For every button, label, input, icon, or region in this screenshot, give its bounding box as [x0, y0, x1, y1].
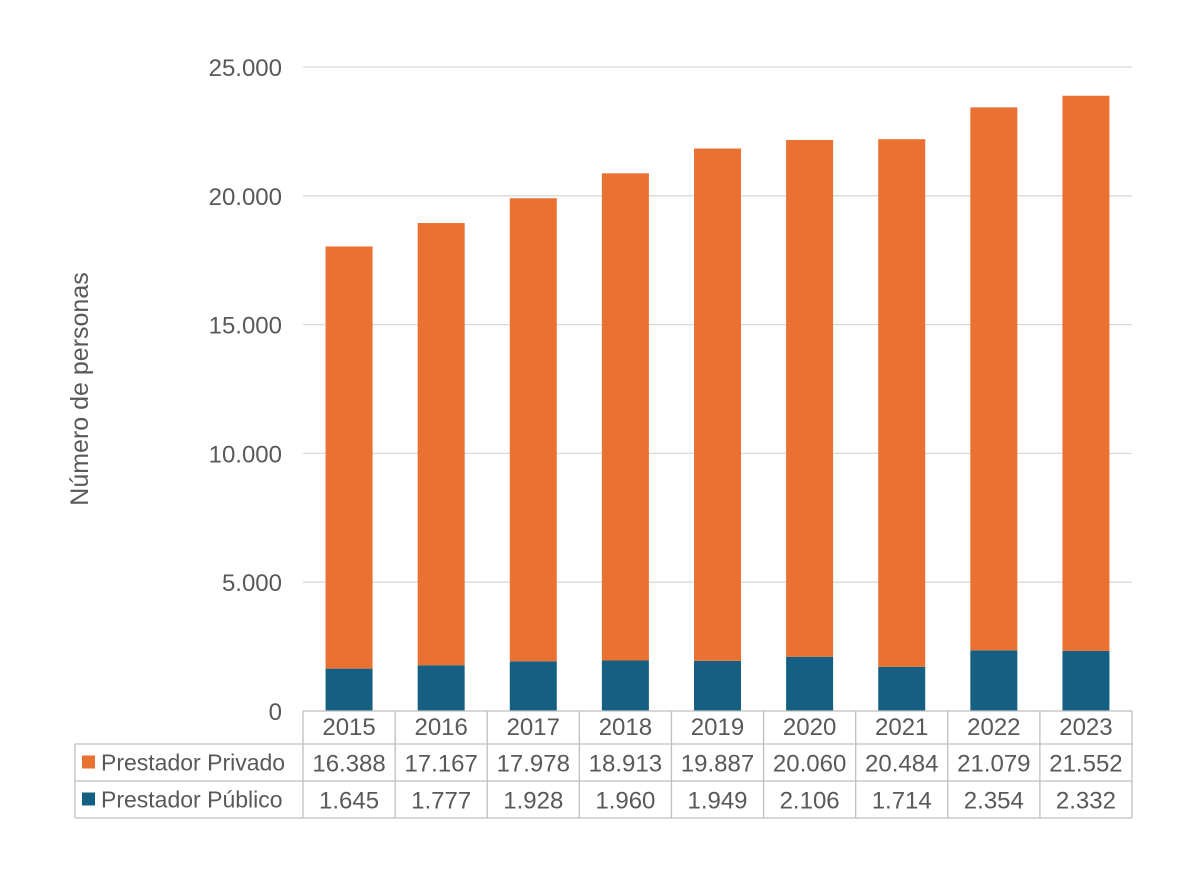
legend-swatch	[82, 755, 95, 769]
data-label: 1.645	[319, 788, 379, 815]
data-label: 1.777	[411, 788, 471, 815]
data-label: 20.060	[773, 751, 846, 778]
bar-segment	[1062, 95, 1110, 651]
bar-segment	[325, 668, 373, 711]
x-tick-label: 2015	[322, 714, 375, 741]
y-tick-label: 20.000	[209, 184, 282, 211]
x-tick-label: 2018	[599, 714, 652, 741]
data-label: 18.913	[589, 751, 662, 778]
data-label: 21.079	[957, 751, 1030, 778]
data-label: 17.167	[404, 751, 477, 778]
y-tick-label: 5.000	[222, 570, 282, 597]
y-tick-label: 15.000	[209, 313, 282, 340]
bar-segment	[694, 148, 741, 661]
x-tick-label: 2019	[691, 714, 744, 741]
y-tick-label: 0	[269, 699, 282, 726]
bar-segment	[786, 656, 834, 711]
bar-segment	[878, 139, 926, 667]
axis-layer: 0 5.000 10.000 15.000 20.000 25.000	[209, 55, 282, 726]
data-label: 19.887	[681, 751, 754, 778]
data-label: 2.332	[1056, 788, 1116, 815]
bar-segment	[1062, 650, 1110, 711]
data-table: 2015 2016 2017 2018 2019 2020 2021 2022 2023 Pres…	[74, 710, 1133, 819]
data-label: 2.106	[780, 788, 840, 815]
x-tick-label: 2017	[507, 714, 560, 741]
bar-segment	[325, 246, 373, 669]
y-tick-label: 10.000	[209, 441, 282, 468]
legend-swatch	[82, 792, 95, 806]
bar-segment	[970, 650, 1018, 711]
data-label: 16.388	[312, 751, 385, 778]
bar-segment	[509, 198, 557, 662]
bar-segment	[601, 660, 649, 711]
x-tick-label: 2022	[967, 714, 1020, 741]
x-tick-label: 2021	[875, 714, 928, 741]
data-label: 21.552	[1049, 751, 1122, 778]
bar-segment	[694, 660, 741, 711]
bar-segment	[509, 661, 557, 711]
x-tick-label: 2023	[1059, 714, 1112, 741]
legend-label: Prestador Público	[101, 787, 283, 813]
x-tick-label: 2016	[414, 714, 467, 741]
data-label: 1.928	[503, 788, 563, 815]
bar-segment	[601, 173, 649, 661]
data-label: 20.484	[865, 751, 938, 778]
bar-segment	[970, 107, 1018, 651]
data-label: 1.960	[595, 788, 655, 815]
data-label: 2.354	[964, 788, 1024, 815]
data-label: 1.714	[872, 788, 932, 815]
bar-segment	[417, 665, 465, 711]
legend-label: Prestador Privado	[101, 750, 285, 776]
data-label: 17.978	[497, 751, 570, 778]
bar-segment	[417, 223, 465, 666]
bar-segment	[878, 666, 926, 711]
bar-segment	[786, 140, 834, 657]
y-axis-label: Número de personas	[66, 272, 94, 505]
y-tick-label: 25.000	[209, 55, 282, 82]
data-label: 1.949	[687, 788, 747, 815]
x-tick-label: 2020	[783, 714, 836, 741]
bar-layer	[325, 95, 1110, 711]
